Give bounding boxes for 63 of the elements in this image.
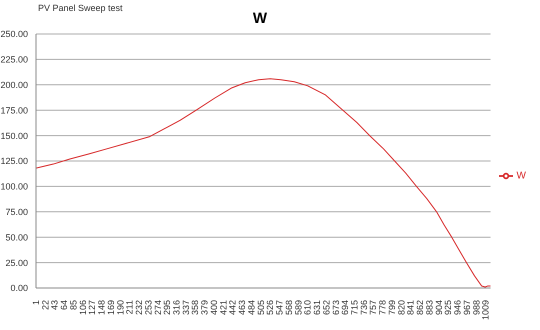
x-tick-label: 694 — [340, 300, 350, 316]
y-tick-label: 175.00 — [0, 105, 28, 116]
x-tick-label: 400 — [208, 300, 219, 316]
x-tick-label: 841 — [406, 300, 416, 316]
x-tick-label: 442 — [228, 300, 238, 316]
x-tick-label: 904 — [434, 300, 444, 316]
x-tick-label: 379 — [200, 300, 210, 316]
x-tick-label: 589 — [293, 300, 304, 316]
x-tick-label: 883 — [424, 300, 434, 316]
x-tick-label: 652 — [321, 300, 332, 316]
x-tick-label: 631 — [312, 300, 322, 316]
y-tick-label: 225.00 — [0, 54, 28, 65]
x-tick-label: 337 — [180, 300, 191, 316]
y-tick-label: 200.00 — [0, 80, 28, 90]
x-tick-label: 211 — [124, 300, 135, 314]
x-tick-label: 715 — [349, 300, 360, 316]
chart-title: W — [252, 10, 268, 27]
x-tick-label: 316 — [172, 300, 182, 316]
x-tick-label: 295 — [162, 300, 172, 316]
x-tick-label: 757 — [368, 300, 378, 316]
y-tick-label: 75.00 — [5, 206, 28, 217]
x-tick-label: 778 — [378, 300, 388, 316]
y-tick-label: 100.00 — [0, 182, 28, 192]
x-tick-label: 799 — [386, 300, 397, 316]
x-tick-label: 820 — [396, 300, 406, 316]
x-tick-label: 64 — [59, 300, 70, 310]
x-tick-label: 232 — [134, 300, 144, 316]
x-tick-label: 547 — [274, 300, 285, 316]
legend-label: W — [516, 170, 526, 182]
x-tick-label: 610 — [302, 300, 313, 316]
x-tick-label: 862 — [415, 300, 426, 316]
x-tick-label: 22 — [40, 300, 50, 310]
x-tick-label: 169 — [106, 300, 116, 316]
x-tick-label: 967 — [462, 300, 472, 316]
x-tick-label: 358 — [190, 300, 200, 316]
x-tick-label: 106 — [78, 300, 88, 316]
x-tick-label: 148 — [96, 300, 107, 316]
x-tick-label: 190 — [115, 300, 126, 316]
x-tick-label: 85 — [68, 300, 78, 310]
x-tick-label: 568 — [284, 300, 294, 316]
y-tick-label: 125.00 — [0, 156, 28, 166]
x-tick-label: 946 — [452, 300, 463, 316]
x-tick-label: 463 — [237, 300, 248, 316]
x-tick-label: 526 — [265, 300, 276, 316]
y-tick-label: 150.00 — [0, 130, 28, 141]
x-tick-label: 253 — [143, 300, 154, 316]
x-tick-label: 484 — [246, 300, 256, 316]
x-tick-label: 421 — [218, 300, 228, 316]
x-tick-label: 505 — [256, 300, 266, 316]
x-tick-label: 127 — [87, 300, 98, 316]
x-tick-label: 673 — [330, 300, 341, 316]
y-tick-label: 250.00 — [0, 29, 28, 40]
x-tick-label: 274 — [152, 300, 163, 316]
x-tick-label: 988 — [471, 300, 482, 316]
x-tick-label: 925 — [443, 300, 454, 316]
x-tick-label: 1009 — [480, 300, 491, 320]
x-tick-label: 43 — [50, 300, 60, 310]
x-tick-label: 736 — [358, 300, 369, 316]
y-tick-label: 0.00 — [10, 283, 28, 294]
y-tick-label: 25.00 — [5, 258, 28, 268]
x-tick-label: 1 — [31, 300, 41, 306]
chart-subtitle: PV Panel Sweep test — [38, 3, 123, 13]
y-tick-label: 50.00 — [5, 232, 28, 242]
